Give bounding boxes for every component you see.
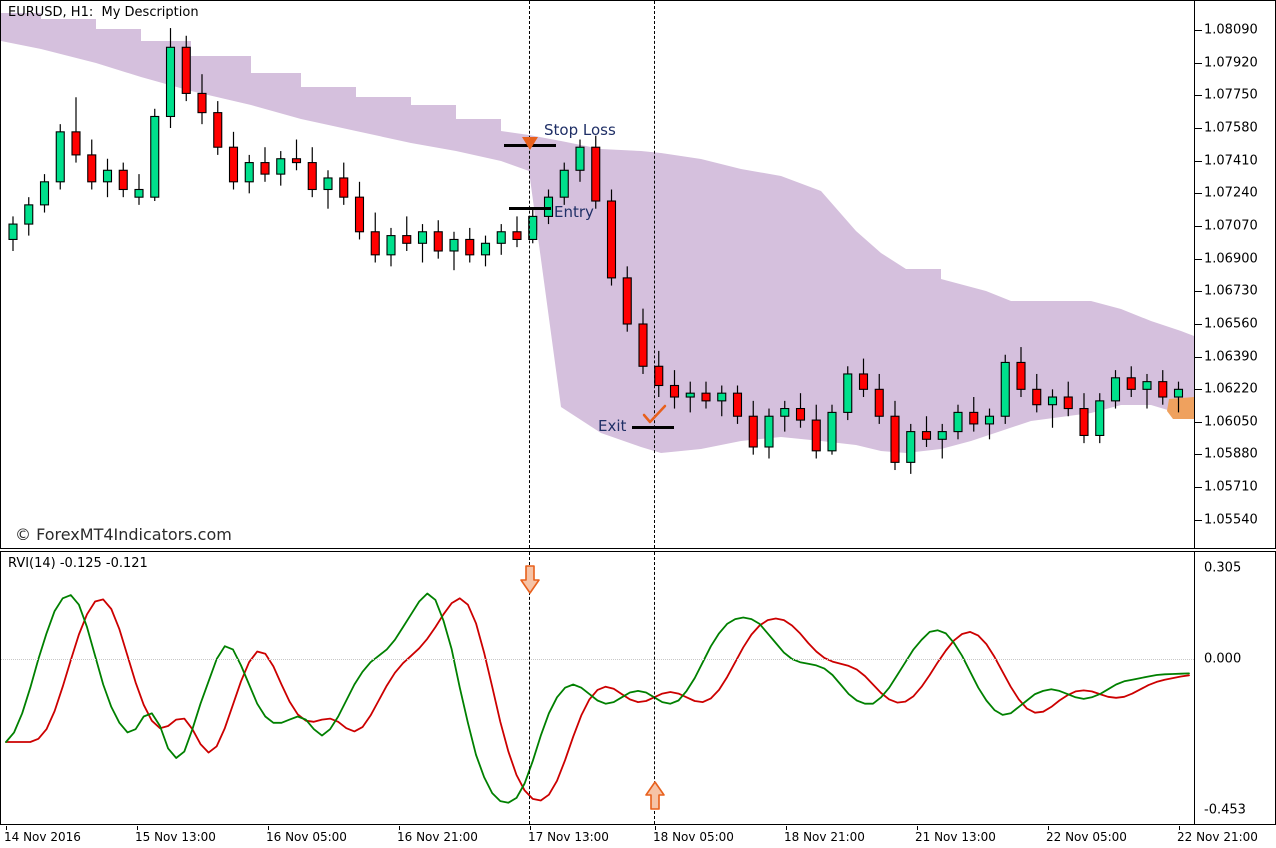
rvi-scale-divider <box>1194 552 1195 824</box>
entry-level-line <box>509 207 551 210</box>
price-axis-tick <box>1195 225 1202 227</box>
time-axis-label: 18 Nov 21:00 <box>784 830 865 844</box>
price-axis-label: 1.05540 <box>1204 512 1258 528</box>
price-axis-label: 1.07920 <box>1204 55 1258 71</box>
time-axis-tick <box>137 826 138 830</box>
entry-label: Entry <box>554 203 594 221</box>
price-axis-tick <box>1195 193 1202 195</box>
price-axis-label: 1.07070 <box>1204 218 1258 234</box>
time-axis-tick <box>1048 826 1049 830</box>
price-axis-tick <box>1195 519 1202 521</box>
price-axis-label: 1.07580 <box>1204 120 1258 136</box>
exit-level-line <box>632 426 674 429</box>
rvi-buy-arrow-icon <box>645 781 665 810</box>
signal-vline-entry <box>529 1 530 548</box>
time-axis-tick <box>399 826 400 830</box>
time-axis-label: 21 Nov 13:00 <box>915 830 996 844</box>
time-axis-tick <box>268 826 269 830</box>
time-axis-label: 22 Nov 21:00 <box>1177 830 1258 844</box>
time-axis-tick <box>917 826 918 830</box>
price-axis-tick <box>1195 95 1202 97</box>
time-axis-label: 16 Nov 05:00 <box>266 830 347 844</box>
price-axis-label: 1.05880 <box>1204 446 1258 462</box>
exit-label: Exit <box>598 417 627 435</box>
signal-vline-entry-rvi <box>529 552 530 824</box>
price-axis-tick <box>1195 421 1202 423</box>
price-axis-label: 1.06730 <box>1204 283 1258 299</box>
chart-title: EURUSD, H1: My Description <box>8 5 199 20</box>
time-axis-label: 15 Nov 13:00 <box>135 830 216 844</box>
time-axis-label: 18 Nov 05:00 <box>653 830 734 844</box>
rvi-axis-label: -0.453 <box>1204 802 1246 818</box>
price-chart-panel[interactable]: Stop Loss Entry Exit 1.08090 1.07920 1.077… <box>0 0 1276 549</box>
time-axis-tick <box>786 826 787 830</box>
time-axis-label: 17 Nov 13:00 <box>528 830 609 844</box>
price-axis-label: 1.06220 <box>1204 381 1258 397</box>
price-axis-tick <box>1195 454 1202 456</box>
price-axis-label: 1.06050 <box>1204 414 1258 430</box>
price-axis-label: 1.06390 <box>1204 349 1258 364</box>
price-chart-svg <box>1 13 1194 474</box>
rvi-indicator-panel[interactable]: 0.305 0.000 -0.453 RVI(14) -0.125 -0.121 <box>0 551 1276 825</box>
price-axis-tick <box>1195 62 1202 64</box>
price-plot-area[interactable]: Stop Loss Entry Exit <box>1 1 1194 548</box>
price-axis-label: 1.06900 <box>1204 251 1258 267</box>
rvi-zero-line <box>1 659 1194 660</box>
price-axis-label: 1.05710 <box>1204 479 1258 495</box>
time-axis-tick <box>6 826 7 830</box>
exit-check-icon <box>642 404 667 424</box>
rvi-sell-arrow-icon <box>520 565 540 594</box>
signal-vline-exit <box>654 1 655 548</box>
rvi-chart-svg <box>5 592 1190 804</box>
time-axis-tick <box>1179 826 1180 830</box>
rvi-axis-label: 0.000 <box>1204 651 1242 667</box>
time-axis-label: 16 Nov 21:00 <box>397 830 478 844</box>
price-axis-tick <box>1195 160 1202 162</box>
rvi-title: RVI(14) -0.125 -0.121 <box>8 556 148 571</box>
price-axis-tick <box>1195 323 1202 325</box>
time-axis-label: 22 Nov 05:00 <box>1046 830 1127 844</box>
signal-vline-exit-rvi <box>654 552 655 824</box>
watermark-text: © ForexMT4Indicators.com <box>15 525 232 544</box>
time-axis[interactable]: 14 Nov 2016 15 Nov 13:00 16 Nov 05:00 16 No… <box>0 826 1276 848</box>
stop-loss-arrow-icon <box>522 137 538 150</box>
rvi-axis-label: 0.305 <box>1204 560 1242 576</box>
price-axis-label: 1.07240 <box>1204 185 1258 201</box>
price-axis-tick <box>1195 291 1202 293</box>
price-axis-tick <box>1195 356 1202 358</box>
time-axis-tick <box>530 826 531 830</box>
price-axis-tick <box>1195 30 1202 31</box>
price-axis-label: 1.06560 <box>1204 316 1258 332</box>
time-axis-label: 14 Nov 2016 <box>4 830 81 844</box>
price-scale-divider <box>1194 1 1195 548</box>
price-axis-tick <box>1195 127 1202 129</box>
price-axis-label: 1.08090 <box>1204 22 1258 38</box>
price-axis-label: 1.07410 <box>1204 153 1258 169</box>
price-axis-tick <box>1195 487 1202 489</box>
stop-loss-label: Stop Loss <box>544 121 616 139</box>
price-axis-tick <box>1195 389 1202 391</box>
price-axis-label: 1.07750 <box>1204 87 1258 103</box>
time-axis-tick <box>655 826 656 830</box>
price-axis-tick <box>1195 258 1202 260</box>
rvi-plot-area[interactable] <box>1 552 1194 824</box>
